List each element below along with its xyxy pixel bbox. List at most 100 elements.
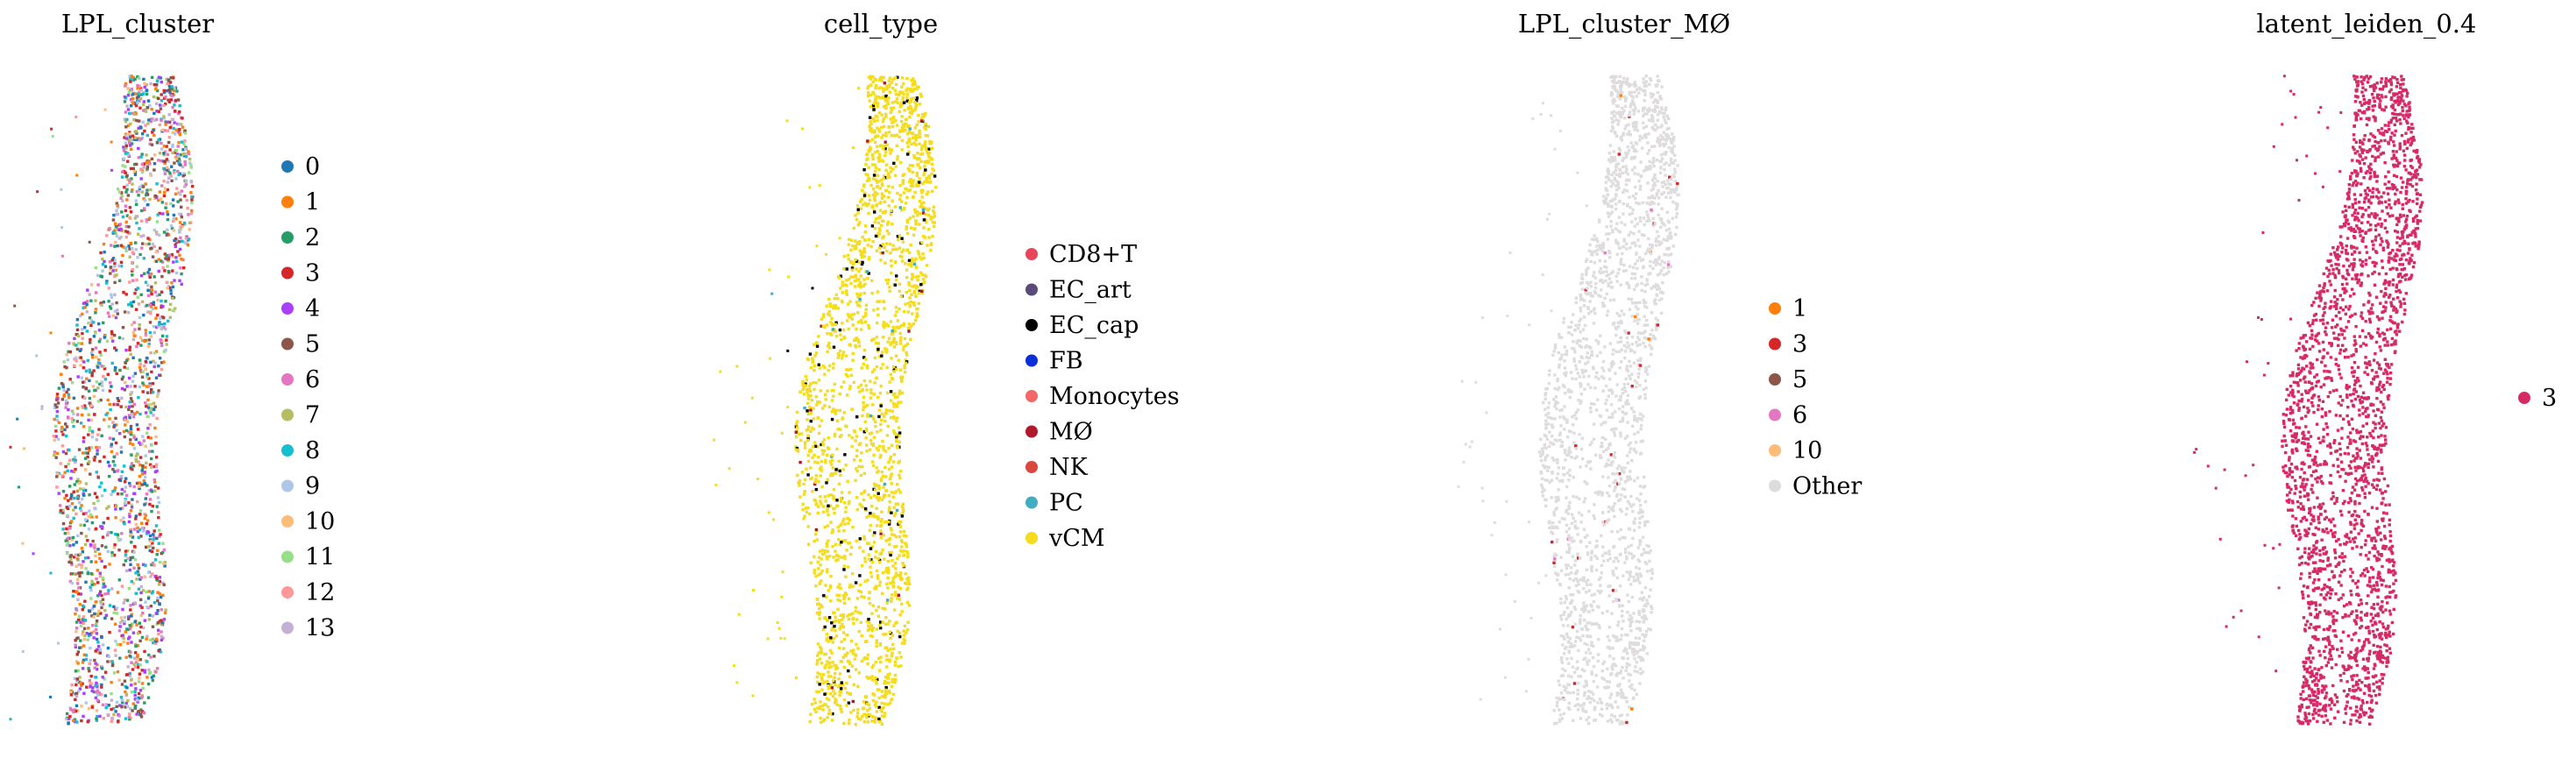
legend-label: 5 xyxy=(305,331,320,358)
scatter-point xyxy=(850,317,854,321)
scatter-point xyxy=(95,438,99,442)
scatter-point xyxy=(869,676,872,679)
scatter-point xyxy=(67,560,71,564)
scatter-point xyxy=(163,611,167,614)
scatter-point xyxy=(767,511,770,514)
scatter-point xyxy=(894,567,898,570)
scatter-point xyxy=(80,342,84,345)
scatter-point xyxy=(924,127,927,131)
scatter-point xyxy=(152,301,155,304)
scatter-point xyxy=(78,646,82,649)
scatter-point xyxy=(912,303,916,307)
scatter-point xyxy=(825,304,828,308)
scatter-point xyxy=(829,473,833,478)
scatter-point xyxy=(70,581,74,585)
scatter-point xyxy=(180,205,183,209)
scatter-point xyxy=(127,407,131,412)
scatter-point xyxy=(159,560,162,564)
scatter-point xyxy=(63,428,67,432)
scatter-point xyxy=(1562,613,1565,616)
scatter-point xyxy=(876,145,879,148)
scatter-point xyxy=(174,177,178,181)
scatter-point xyxy=(74,639,77,642)
scatter-point xyxy=(97,340,102,344)
scatter-point xyxy=(117,578,121,582)
scatter-point xyxy=(819,716,822,720)
scatter-point xyxy=(126,94,131,97)
scatter-point xyxy=(148,303,152,307)
scatter-point xyxy=(1637,526,1642,529)
scatter-point xyxy=(836,356,840,359)
scatter-point xyxy=(1619,669,1623,673)
scatter-point xyxy=(166,152,169,157)
scatter-point xyxy=(165,280,168,285)
scatter-point xyxy=(921,211,926,215)
scatter-point xyxy=(131,134,135,138)
scatter-point xyxy=(918,131,921,136)
scatter-point xyxy=(153,655,156,658)
scatter-point xyxy=(907,263,911,266)
scatter-point xyxy=(81,405,84,408)
scatter-point xyxy=(816,445,820,449)
scatter-point xyxy=(153,361,157,365)
scatter-point xyxy=(927,155,931,159)
scatter-point xyxy=(101,257,104,261)
scatter-point xyxy=(900,237,904,240)
scatter-point xyxy=(150,563,153,567)
scatter-point xyxy=(1551,353,1555,357)
scatter-point xyxy=(180,189,183,193)
scatter-point xyxy=(1632,653,1636,657)
scatter-point xyxy=(854,244,858,248)
scatter-point xyxy=(832,306,835,309)
scatter-point xyxy=(899,664,903,668)
scatter-point xyxy=(106,460,110,464)
scatter-point xyxy=(932,205,936,209)
scatter-point xyxy=(154,325,159,329)
scatter-point xyxy=(875,644,878,648)
scatter-point xyxy=(1617,146,1622,151)
scatter-point xyxy=(154,456,159,459)
scatter-point xyxy=(870,431,874,435)
scatter-point xyxy=(826,331,829,336)
scatter-point xyxy=(105,506,109,510)
scatter-point xyxy=(820,704,825,708)
scatter-point xyxy=(836,275,841,279)
scatter-point xyxy=(148,275,152,280)
scatter-point xyxy=(104,613,108,617)
scatter-point xyxy=(105,234,109,237)
scatter-point xyxy=(142,711,146,715)
scatter-point xyxy=(831,453,834,457)
scatter-point xyxy=(182,221,187,225)
scatter-point xyxy=(97,358,101,362)
scatter-point xyxy=(885,229,889,233)
scatter-point xyxy=(145,461,148,465)
scatter-point xyxy=(129,438,132,442)
scatter-point xyxy=(98,337,103,341)
scatter-point xyxy=(863,320,868,324)
scatter-point xyxy=(827,314,832,317)
scatter-point xyxy=(188,161,192,165)
scatter-point xyxy=(892,120,896,124)
scatter-point xyxy=(898,135,901,138)
scatter-point xyxy=(88,662,91,665)
scatter-point xyxy=(869,147,873,151)
scatter-point xyxy=(1635,123,1638,126)
scatter-point xyxy=(145,83,148,87)
scatter-point xyxy=(855,259,859,263)
scatter-point xyxy=(893,575,897,578)
scatter-point xyxy=(886,676,890,680)
scatter-point xyxy=(923,144,927,147)
scatter-point xyxy=(173,110,177,113)
scatter-point xyxy=(186,206,189,210)
scatter-point xyxy=(72,412,75,415)
legend-marker xyxy=(281,621,294,634)
scatter-point xyxy=(911,170,915,174)
scatter-point xyxy=(164,328,167,331)
scatter-point xyxy=(814,474,818,478)
scatter-point xyxy=(76,591,81,596)
scatter-point xyxy=(145,193,148,197)
scatter-point xyxy=(162,115,166,118)
scatter-point xyxy=(129,166,133,171)
scatter-point xyxy=(1581,578,1586,583)
scatter-point xyxy=(124,358,129,363)
